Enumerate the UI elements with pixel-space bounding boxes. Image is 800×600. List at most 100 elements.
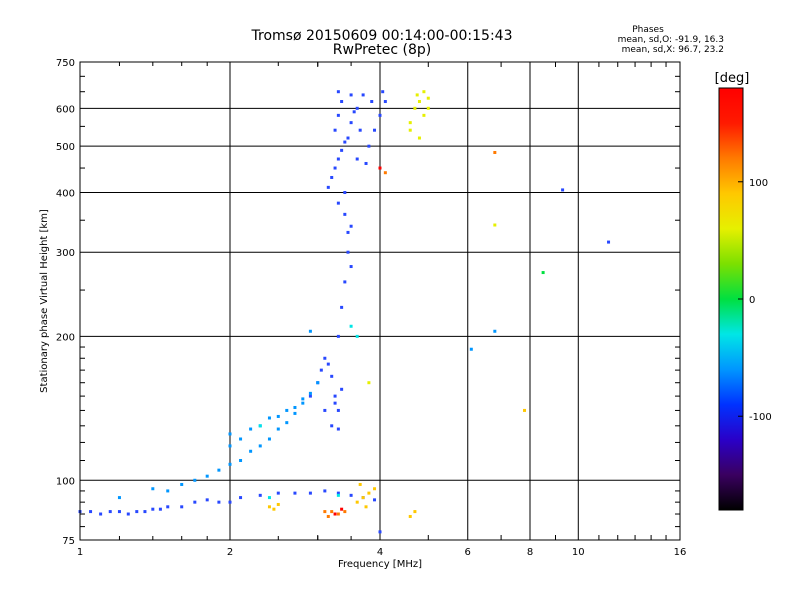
data-point: [336, 157, 340, 161]
data-point: [426, 106, 430, 110]
phases-x-line: mean, sd,X: 96.7, 23.2: [622, 45, 724, 55]
data-point: [413, 510, 417, 514]
data-point: [135, 510, 139, 514]
data-point: [308, 391, 312, 395]
data-point: [349, 265, 353, 269]
data-point: [361, 93, 365, 97]
data-point: [89, 510, 93, 514]
data-point: [336, 512, 340, 516]
data-point: [355, 500, 359, 504]
data-point: [117, 496, 121, 500]
data-point: [346, 250, 350, 254]
x-tick-label: 8: [527, 547, 533, 558]
data-point: [541, 271, 545, 275]
chart-title-line2: RwPretec (8p): [333, 42, 431, 58]
x-tick-label: 16: [674, 547, 687, 558]
data-point: [358, 482, 362, 486]
x-tick-label: 1: [77, 547, 83, 558]
data-point: [166, 489, 170, 493]
data-point: [239, 437, 243, 441]
data-point: [381, 90, 385, 94]
data-point: [336, 334, 340, 338]
data-point: [343, 140, 347, 144]
data-point: [422, 90, 426, 94]
data-point: [258, 444, 262, 448]
data-point: [343, 280, 347, 284]
colorbar-tick-label: 0: [749, 295, 755, 306]
data-point: [413, 106, 417, 110]
y-axis-label: Stationary phase Virtual Height [km]: [39, 209, 50, 393]
data-point: [267, 505, 271, 509]
data-point: [336, 201, 340, 205]
data-point: [349, 324, 353, 328]
data-point: [523, 408, 527, 412]
data-point: [355, 106, 359, 110]
data-point: [340, 507, 344, 511]
data-point: [336, 113, 340, 117]
data-point: [349, 493, 353, 497]
data-point: [323, 510, 327, 514]
data-point: [340, 100, 344, 104]
data-point: [205, 498, 209, 502]
data-point: [333, 401, 337, 405]
y-tick-label: 300: [56, 248, 75, 259]
data-point: [415, 93, 419, 97]
data-point: [180, 505, 184, 509]
data-point: [373, 128, 377, 132]
data-point: [323, 408, 327, 412]
data-point: [276, 414, 280, 418]
data-point: [267, 437, 271, 441]
data-point: [330, 510, 334, 514]
chart-title-line1: Tromsø 20150609 00:14:00-00:15:43: [251, 28, 513, 44]
data-point: [193, 500, 197, 504]
data-point: [336, 408, 340, 412]
data-point: [367, 144, 371, 148]
data-point: [408, 128, 412, 132]
data-point: [493, 150, 497, 154]
data-point: [217, 500, 221, 504]
data-point: [330, 175, 334, 179]
colorbar-tick-label: 100: [749, 178, 768, 189]
data-point: [249, 427, 253, 431]
data-point: [349, 224, 353, 228]
data-point: [293, 405, 297, 409]
data-point: [239, 458, 243, 462]
x-axis: 1 2 4 6 8 10 16: [77, 62, 687, 558]
data-point: [340, 387, 344, 391]
colorbar-ticks: 100 0 -100: [738, 178, 772, 423]
data-point: [361, 496, 365, 500]
data-point: [364, 505, 368, 509]
data-point: [228, 500, 232, 504]
x-tick-label: 2: [227, 547, 233, 558]
data-point: [151, 507, 155, 511]
colorbar-tick-label: -100: [749, 412, 772, 423]
data-point: [426, 96, 430, 100]
data-point: [333, 512, 337, 516]
data-point: [346, 136, 350, 140]
data-point: [319, 368, 323, 372]
data-point: [343, 212, 347, 216]
data-points: [78, 90, 611, 534]
data-point: [340, 148, 344, 152]
data-point: [180, 482, 184, 486]
data-point: [355, 157, 359, 161]
phases-o-line: mean, sd,O: -91.9, 16.3: [618, 35, 724, 45]
data-point: [336, 493, 340, 497]
data-point: [561, 188, 565, 192]
data-point: [166, 505, 170, 509]
data-point: [417, 100, 421, 104]
data-point: [343, 190, 347, 194]
data-point: [323, 489, 327, 493]
data-point: [267, 496, 271, 500]
data-point: [333, 166, 337, 170]
y-axis: 75 100 200 300 400 500 600 750: [56, 58, 680, 547]
data-point: [330, 374, 334, 378]
data-point: [333, 394, 337, 398]
data-point: [143, 510, 147, 514]
data-point: [607, 240, 611, 244]
data-point: [373, 498, 377, 502]
data-point: [99, 512, 103, 516]
data-point: [239, 496, 243, 500]
data-point: [117, 510, 121, 514]
x-tick-label: 6: [465, 547, 471, 558]
